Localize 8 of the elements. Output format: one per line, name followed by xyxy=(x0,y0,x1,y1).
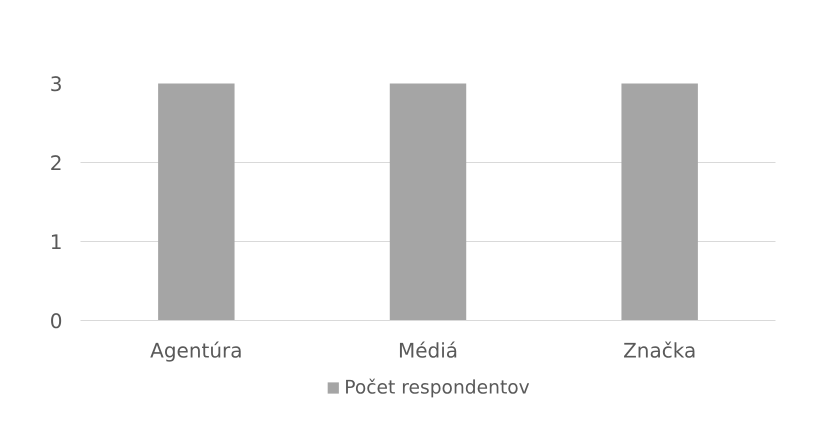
x-tick-label: Značka xyxy=(623,338,696,362)
y-tick-label: 2 xyxy=(50,151,63,175)
y-tick-label: 1 xyxy=(50,230,63,254)
x-tick-label: Agentúra xyxy=(150,338,243,362)
y-tick-label: 0 xyxy=(50,309,63,333)
y-tick-label: 3 xyxy=(50,72,63,96)
x-tick-label: Médiá xyxy=(398,338,458,362)
legend-label: Počet respondentov xyxy=(344,377,530,398)
